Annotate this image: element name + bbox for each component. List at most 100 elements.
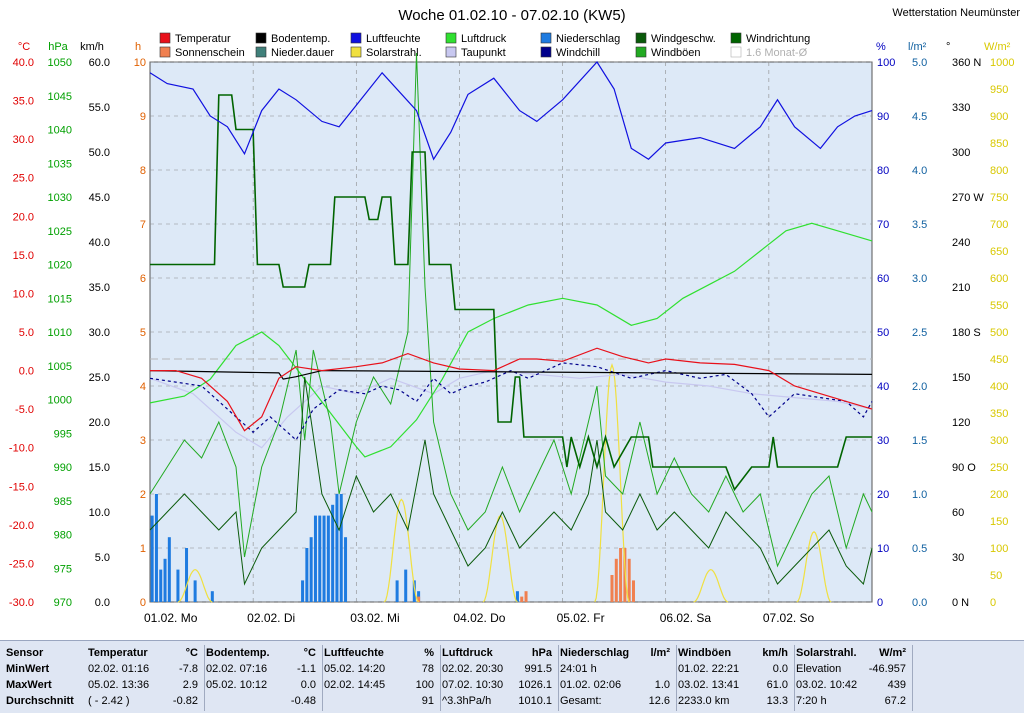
niederschlag-bar: [515, 591, 519, 602]
stats-cell-value: 13.3: [766, 695, 788, 707]
axes: °C40.035.030.025.020.015.010.05.00.0-5.0…: [9, 41, 1015, 609]
solarstrahl-line: [796, 531, 832, 603]
stats-row: 03.02. 10:42 439: [796, 677, 912, 693]
stats-row-labels: Sensor MinWert MaxWert Durchschnitt: [6, 645, 84, 711]
legend-label: Luftdruck: [461, 33, 507, 45]
axis-tick-label: 450: [990, 354, 1008, 366]
axis-tick-label: 1050: [48, 57, 72, 69]
stats-cell-value: 0.0: [300, 679, 316, 691]
sonnenschein-bar: [631, 580, 635, 602]
axis-tick-label: 35.0: [89, 282, 110, 294]
axis-tick-label: 500: [990, 327, 1008, 339]
stats-column-unit: W/m²: [879, 647, 906, 659]
legend: Temperatur Bodentemp. Luftfeuchte Luftdruck…: [159, 32, 810, 59]
niederschlag-bar: [339, 494, 343, 602]
axis-tick-label: 5.0: [912, 57, 927, 69]
axis-tick-label: 700: [990, 219, 1008, 231]
stats-cell-label: 7:20 h: [796, 695, 827, 707]
line-series: [149, 52, 873, 603]
axis-tick-label: 100: [877, 57, 895, 69]
stats-column-unit: l/m²: [650, 647, 670, 659]
axis-tick-label: 30.0: [13, 134, 34, 146]
stats-cell-value: 1.0: [654, 679, 670, 691]
axis-tick-label: 0.5: [912, 543, 927, 555]
stats-column: Temperatur °C 02.02. 01:16 -7.8 05.02. 13:36…: [88, 645, 205, 711]
sonnenschein-bar: [524, 591, 528, 602]
x-tick-label: 02.02. Di: [247, 611, 295, 625]
stats-column-unit: km/h: [762, 647, 788, 659]
stats-column-header: Temperatur °C: [88, 645, 204, 661]
stats-row: 01.02. 22:21 0.0: [678, 661, 794, 677]
stats-cell-label: 07.02. 10:30: [442, 679, 504, 691]
stats-row: 01.02. 02:06 1.0: [560, 677, 676, 693]
axis-tick-label: 25.0: [89, 372, 110, 384]
solarstrahl-line: [383, 498, 420, 603]
stats-column-header: Solarstrahl. W/m²: [796, 645, 912, 661]
axis-tick-label: 10: [877, 543, 889, 555]
niederschlag-bar: [176, 569, 180, 602]
axis-tick-label: 20.0: [89, 417, 110, 429]
axis-tick-label: 4.0: [912, 165, 927, 177]
label-sensor: Sensor: [6, 647, 44, 659]
stats-cell-label: Elevation: [796, 663, 842, 675]
stats-row: 05.02. 13:36 2.9: [88, 677, 204, 693]
axis-tick-label: 30: [952, 552, 964, 564]
legend-swatch: [255, 46, 267, 58]
axis-tick-label: 210: [952, 282, 970, 294]
niederschlag-bar: [193, 580, 197, 602]
legend-label: Niederschlag: [556, 33, 620, 45]
axis-tick-label: 300: [990, 435, 1008, 447]
stats-cell-label: 02.02. 20:30: [442, 663, 504, 675]
axis-tick-label: 900: [990, 111, 1008, 123]
weather-chart: Woche 01.02.10 - 07.02.10 (KW5) Wetterst…: [8, 7, 1021, 625]
axis-tick-label: 20: [877, 489, 889, 501]
stats-cell-value: 61.0: [766, 679, 788, 691]
niederschlag-bar: [404, 569, 408, 602]
axis-tick-label: 120: [952, 417, 970, 429]
niederschlag-bar: [395, 580, 399, 602]
stats-column: Solarstrahl. W/m² Elevation -46.957 03.02. 1…: [796, 645, 913, 711]
stats-column: Bodentemp. °C 02.02. 07:16 -1.1 05.02. 10:12…: [206, 645, 323, 711]
axis-tick-label: 70: [877, 219, 889, 231]
luftfeuchte-line: [149, 61, 873, 161]
axis-tick-label: 400: [990, 381, 1008, 393]
stats-cell-label: ^3.3hPa/h: [442, 695, 492, 707]
legend-swatch: [730, 46, 742, 58]
stats-column-title: Luftfeuchte: [324, 647, 384, 659]
axis-tick-label: 990: [54, 462, 72, 474]
axis-tick-label: 2.5: [912, 327, 927, 339]
stats-cell-value: 78: [421, 663, 434, 675]
axis-unit: °: [946, 41, 950, 53]
stats-cell-label: 05.02. 10:12: [206, 679, 268, 691]
legend-label: Nieder.dauer: [271, 47, 334, 59]
luftdruck-line: [149, 222, 873, 458]
axis-tick-label: 330: [952, 102, 970, 114]
niederschlag-bar: [313, 515, 317, 602]
axis-tick-label: 3: [140, 435, 146, 447]
axis-tick-label: 5: [140, 327, 146, 339]
legend-swatch: [350, 32, 362, 44]
stats-cell-label: 01.02. 22:21: [678, 663, 740, 675]
legend-swatch: [159, 32, 171, 44]
stats-cell-label: 2233.0 km: [678, 695, 730, 707]
x-tick-label: 07.02. So: [763, 611, 815, 625]
axis-tick-label: 50.0: [89, 147, 110, 159]
niederschlag-bar: [163, 558, 167, 602]
stats-cell-label: Gesamt:: [560, 695, 602, 707]
stats-row: 24:01 h: [560, 661, 676, 677]
axis-tick-label: 0: [877, 597, 883, 609]
axis-tick-label: 0: [990, 597, 996, 609]
axis-tick-label: 1015: [48, 293, 72, 305]
axis-tick-label: 10.0: [89, 507, 110, 519]
axis-tick-label: 15.0: [13, 250, 34, 262]
stats-row: 91: [324, 693, 440, 709]
axis-tick-label: 0.0: [95, 597, 110, 609]
axis-tick-label: 180 S: [952, 327, 981, 339]
niederschlag-bar: [154, 494, 158, 602]
legend-swatch: [730, 32, 742, 44]
stats-cell-value: 12.6: [648, 695, 670, 707]
axis-tick-label: 60: [952, 507, 964, 519]
stats-row: 05.02. 14:20 78: [324, 661, 440, 677]
axis-tick-label: 7: [140, 219, 146, 231]
stats-column-title: Luftdruck: [442, 647, 493, 659]
